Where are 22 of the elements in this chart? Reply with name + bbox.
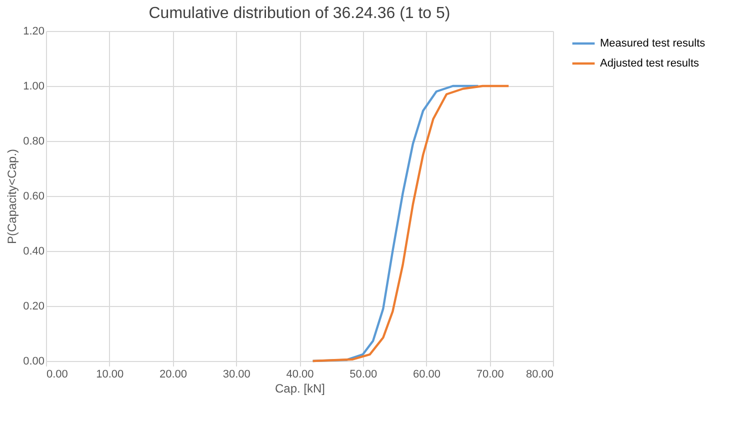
- legend-label: Adjusted test results: [600, 58, 700, 70]
- x-tick-label: 80.00: [526, 368, 554, 380]
- x-axis-title: Cap. [kN]: [274, 382, 326, 396]
- x-tick-label: 20.00: [159, 368, 188, 380]
- y-tick-label: 0.40: [23, 246, 44, 258]
- legend-label: Measured test results: [600, 38, 706, 50]
- x-tick-label: 40.00: [286, 368, 314, 380]
- chart-title: Cumulative distribution of 36.24.36 (1 to 5): [148, 5, 450, 22]
- y-tick-label: 0.20: [23, 300, 44, 312]
- x-tick-label: 30.00: [222, 368, 250, 380]
- y-tick-label: 0.60: [23, 190, 44, 202]
- x-tick-label: 70.00: [476, 368, 504, 380]
- y-tick-label: 1.00: [23, 80, 44, 92]
- x-tick-label: 10.00: [96, 368, 124, 380]
- y-tick-label: 1.20: [23, 26, 44, 38]
- x-tick-label: 0.00: [46, 368, 68, 380]
- y-tick-label: 0.80: [23, 136, 44, 148]
- x-tick-label: 50.00: [350, 368, 378, 380]
- line-series: [312, 84, 510, 362]
- x-tick-label: 60.00: [412, 368, 441, 380]
- y-axis-title: P(Capacity<Cap.): [5, 148, 20, 244]
- y-tick-label: 0.00: [23, 356, 44, 368]
